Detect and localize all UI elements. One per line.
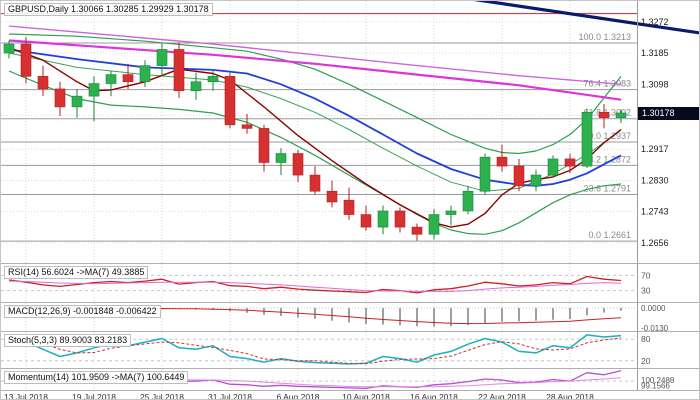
svg-text:0.0000: 0.0000 (641, 304, 666, 313)
svg-text:0.0 1.2661: 0.0 1.2661 (588, 230, 631, 240)
svg-text:1.3272: 1.3272 (641, 17, 669, 27)
momentum-panel: 100.2488 99.1566 Momentum(14) 101.9509 ->… (1, 368, 699, 390)
momentum-label: Momentum(14) 101.9509 ->MA(7) 100.6449 (4, 371, 189, 384)
stochastic-panel: 80 20 Stoch(5,3,3) 89.9003 83.2183 (1, 331, 699, 368)
macd-panel: 0.0000 -0.0130 MACD(12,26,9) -0.001848 -0… (1, 302, 699, 331)
svg-text:50.0 1.2937: 50.0 1.2937 (583, 131, 631, 141)
svg-text:1.3185: 1.3185 (641, 48, 669, 58)
date-label: 28 Aug 2018 (546, 392, 594, 400)
date-label: 13 Jul 2018 (4, 392, 48, 400)
svg-text:23.6 1.2791: 23.6 1.2791 (583, 183, 631, 193)
svg-text:1.2743: 1.2743 (641, 207, 669, 217)
svg-text:38.2 1.2872: 38.2 1.2872 (583, 154, 631, 164)
svg-text:1.3098: 1.3098 (641, 79, 669, 89)
date-label: 22 Aug 2018 (478, 392, 526, 400)
svg-text:1.2830: 1.2830 (641, 175, 669, 185)
stochastic-label: Stoch(5,3,3) 89.9003 83.2183 (4, 334, 132, 347)
svg-text:100.2488: 100.2488 (641, 376, 675, 385)
date-label: 19 Jul 2018 (72, 392, 116, 400)
svg-text:99.1566: 99.1566 (641, 382, 670, 390)
date-label: 31 Jul 2018 (208, 392, 252, 400)
current-price-box: 1.30178 (638, 106, 699, 120)
svg-text:100.0 1.3213: 100.0 1.3213 (578, 32, 631, 42)
time-axis[interactable]: 13 Jul 2018 19 Jul 2018 25 Jul 2018 31 Jul … (1, 390, 699, 400)
date-label: 16 Aug 2018 (410, 392, 458, 400)
svg-text:30: 30 (641, 286, 651, 296)
rsi-panel: 70 30 RSI(14) 56.6024 ->MA(7) 49.3885 (1, 263, 700, 302)
macd-label: MACD(12,26,9) -0.001848 -0.006422 (4, 305, 161, 318)
date-label: 25 Jul 2018 (140, 392, 184, 400)
svg-text:-0.0130: -0.0130 (641, 324, 669, 331)
date-label: 10 Aug 2018 (342, 392, 390, 400)
svg-text:1.2917: 1.2917 (641, 144, 669, 154)
date-label: 6 Aug 2018 (276, 392, 320, 400)
rsi-label: RSI(14) 56.6024 ->MA(7) 49.3885 (4, 266, 149, 279)
svg-text:20: 20 (641, 356, 651, 366)
svg-text:1.2656: 1.2656 (641, 238, 669, 248)
rsi-canvas[interactable]: 70 30 (1, 264, 700, 302)
chart-title: GBPUSD,Daily 1.30066 1.30285 1.29929 1.3… (4, 3, 213, 16)
svg-text:80: 80 (641, 334, 651, 344)
svg-text:70: 70 (641, 270, 651, 280)
